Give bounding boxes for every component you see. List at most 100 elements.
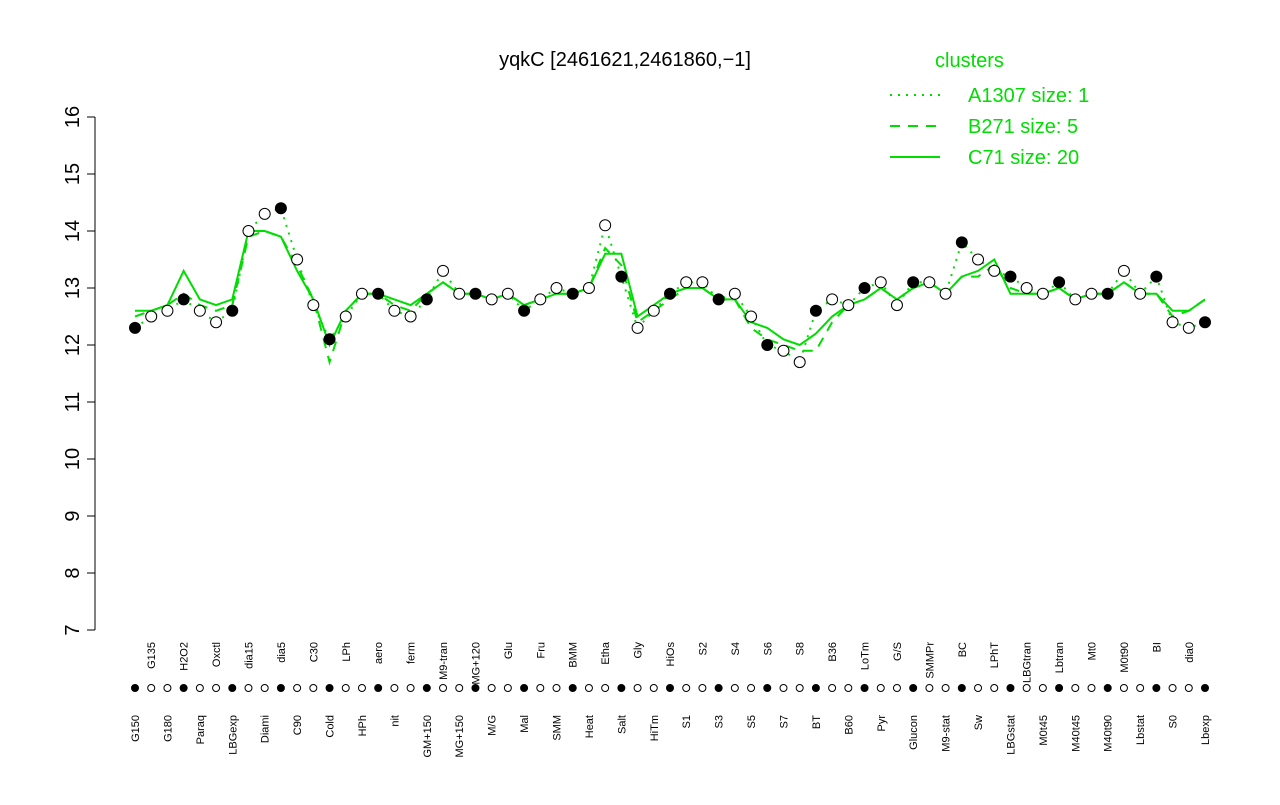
rug-mark [1038,684,1047,692]
x-tick-label: M40t90 [1103,715,1115,752]
point [307,299,320,312]
x-tick-label: G/S [892,642,904,661]
x-tick-label: dia15 [243,642,255,669]
rug-mark [131,684,139,692]
point [226,304,239,317]
x-tick-label: G180 [162,715,174,742]
y-tick-label: 14 [62,220,84,242]
rug-mark [892,684,901,692]
point [161,304,174,317]
point [680,276,693,289]
x-tick-label: LBGexp [227,715,239,755]
x-tick-label: HiOs [665,642,677,667]
rug-mark [666,684,674,692]
x-tick-label: C90 [292,715,304,735]
x-tick-label: B36 [827,642,839,662]
rug-mark [455,684,464,692]
rug-mark [617,684,626,692]
rug-mark [828,684,837,692]
x-tick-label: G150 [130,715,142,742]
x-tick-label: Sw [973,715,985,730]
point [955,236,968,249]
x-tick-label: MG+120 [470,642,482,685]
rug-mark [763,684,772,692]
point [1085,287,1098,300]
rug-mark [779,684,788,692]
point [258,207,271,220]
rug-mark [422,684,431,692]
x-tick-label: Salt [616,715,628,734]
point [1166,316,1179,329]
rug-mark [682,684,691,692]
x-tick-label: Oxctl [211,642,223,667]
y-tick-label: 7 [62,624,84,635]
y-tick-label: 8 [62,567,84,578]
legend-label: C71 size: 20 [968,147,1079,169]
rug-mark [536,684,545,692]
point [177,293,190,306]
x-tick-label: aero [373,642,385,664]
point [1036,287,1049,300]
chart-title: yqkC [2461621,2461860,−1] [499,49,751,71]
rug-mark [974,684,983,692]
rug-mark [1152,684,1161,692]
x-tick-label: S7 [778,715,790,728]
point [664,287,676,300]
x-tick-label: S6 [762,642,774,655]
point [582,282,595,294]
x-tick-label: dia5 [276,642,288,663]
x-tick-label: Lbexp [1200,715,1212,745]
point [485,293,498,306]
x-tick-label: Mal [519,715,531,733]
x-tick-label: HiTm [649,715,661,741]
y-tick-label: 12 [62,334,84,356]
x-tick-label: SMMPr [924,642,936,679]
rug-mark [1103,684,1112,692]
rug-mark [471,684,480,692]
point [339,310,352,323]
rug-mark [1168,684,1177,692]
x-tick-label: LPh [341,642,353,662]
x-tick-label: dia0 [1184,642,1196,663]
x-tick-label: Heat [584,715,596,738]
point [145,310,158,323]
point [615,270,628,283]
x-tick-label: M0t90 [1119,642,1131,673]
rug-mark [990,684,999,692]
point [631,321,644,334]
rug-mark [698,684,707,692]
x-tick-label: M0t45 [1038,715,1050,746]
x-tick-label: LBGtran [1022,642,1034,683]
x-tick-label: M9-stat [941,715,953,752]
rug-mark [163,684,172,692]
x-tick-label: M/G [487,715,499,736]
x-tick-label: Glucon [908,715,920,750]
point [858,282,871,294]
point [1182,321,1195,334]
rug-mark [195,684,204,692]
rug-mark [795,684,804,692]
x-tick-label: M9-tran [438,642,450,680]
point [242,225,255,237]
x-tick-label: H2O2 [179,642,191,671]
point [826,293,839,306]
legend-label: A1307 size: 1 [968,85,1089,107]
point [761,339,774,351]
rug-mark [584,684,593,692]
rug-mark [552,684,561,692]
x-tick-label: C30 [308,642,320,662]
x-tick-label: ferm [406,642,418,664]
rug-mark [811,684,820,692]
rug-mark [374,684,383,692]
rug-mark [260,684,269,692]
x-tick-label: Lbtran [1054,642,1066,673]
x-tick-label: Gly [633,642,645,659]
point [890,299,903,312]
point [388,304,401,317]
x-tick-label: G135 [146,642,158,669]
point [647,304,660,317]
point [437,264,450,277]
point [923,276,936,289]
x-tick-label: Fru [535,642,547,659]
